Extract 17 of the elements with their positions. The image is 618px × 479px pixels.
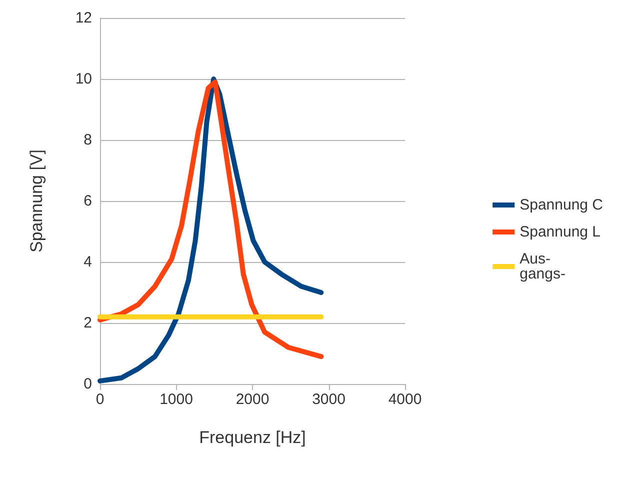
y-axis-title: Spannung [V] <box>27 149 46 253</box>
y-tick-label: 8 <box>84 132 92 148</box>
legend-label: Spannung L <box>520 224 601 240</box>
legend-label: Spannung C <box>520 196 604 214</box>
x-axis-title: Frequenz [Hz] <box>199 428 306 447</box>
x-tick-label: 3000 <box>312 391 346 408</box>
y-tick-label: 10 <box>75 70 92 88</box>
x-tick-label: 1000 <box>160 391 193 408</box>
y-tick-label: 6 <box>84 192 92 210</box>
x-tick-label: 4000 <box>388 391 422 408</box>
y-tick-label: 12 <box>75 10 92 26</box>
y-tick-label: 2 <box>84 314 92 332</box>
x-tick-label: 0 <box>96 391 104 408</box>
y-tick-label: 0 <box>84 376 92 392</box>
y-tick-label: 4 <box>84 254 92 270</box>
legend-label: Aus- gangs- <box>520 250 566 282</box>
x-tick-label: 2000 <box>236 391 270 408</box>
